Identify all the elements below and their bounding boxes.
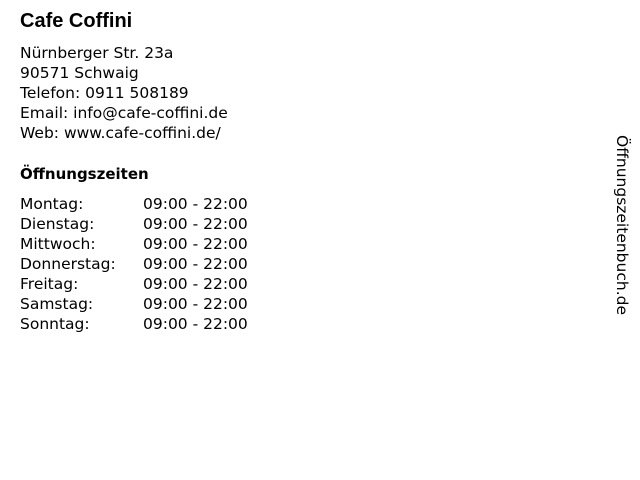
street: Nürnberger Str. 23a <box>20 44 174 62</box>
hours-row: Samstag: 09:00 - 22:00 <box>20 294 248 314</box>
time: 09:00 - 22:00 <box>143 275 248 293</box>
time: 09:00 - 22:00 <box>143 235 248 253</box>
hours-heading: Öffnungszeiten <box>20 165 149 183</box>
day: Sonntag: <box>20 315 90 333</box>
website: Web: www.cafe-coffini.de/ <box>20 124 221 142</box>
phone: Telefon: 0911 508189 <box>20 84 189 102</box>
hours-row: Freitag: 09:00 - 22:00 <box>20 274 248 294</box>
day: Donnerstag: <box>20 255 116 273</box>
time: 09:00 - 22:00 <box>143 255 248 273</box>
hours-row: Mittwoch: 09:00 - 22:00 <box>20 234 248 254</box>
hours-table: Montag: 09:00 - 22:00 Dienstag: 09:00 - 22… <box>20 194 248 334</box>
day: Samstag: <box>20 295 94 313</box>
hours-row: Sonntag: 09:00 - 22:00 <box>20 314 248 334</box>
day: Dienstag: <box>20 215 95 233</box>
day: Freitag: <box>20 275 79 293</box>
hours-row: Montag: 09:00 - 22:00 <box>20 194 248 214</box>
time: 09:00 - 22:00 <box>143 195 248 213</box>
time: 09:00 - 22:00 <box>143 315 248 333</box>
hours-row: Dienstag: 09:00 - 22:00 <box>20 214 248 234</box>
time: 09:00 - 22:00 <box>143 215 248 233</box>
address-block: Nürnberger Str. 23a 90571 Schwaig Telefo… <box>20 43 228 143</box>
day: Montag: <box>20 195 84 213</box>
time: 09:00 - 22:00 <box>143 295 248 313</box>
email: Email: info@cafe-coffini.de <box>20 104 228 122</box>
watermark: Öffnungszeitenbuch.de <box>613 135 631 315</box>
day: Mittwoch: <box>20 235 96 253</box>
city: 90571 Schwaig <box>20 64 139 82</box>
business-name: Cafe Coffini <box>20 10 133 32</box>
hours-row: Donnerstag: 09:00 - 22:00 <box>20 254 248 274</box>
